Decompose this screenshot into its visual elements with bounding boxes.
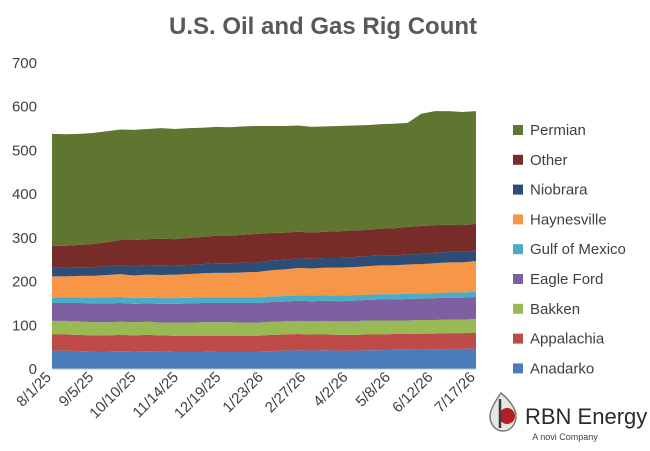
y-tick-label: 600 [12, 99, 37, 116]
legend-label-permian: Permian [530, 122, 586, 139]
legend-label-haynesville: Haynesville [530, 211, 607, 228]
legend-swatch-haynesville [513, 214, 523, 225]
area-gulf-of-mexico [52, 291, 476, 304]
chart-title: U.S. Oil and Gas Rig Count [169, 13, 477, 40]
area-haynesville [52, 261, 476, 299]
x-axis: 8/1/25 9/5/2510/10/2511/14/2512/19/251/23… [13, 369, 479, 422]
legend-swatch-eagle-ford [513, 274, 523, 284]
x-tick-label: 1/23/26 [219, 369, 266, 416]
legend-swatch-permian [513, 125, 523, 135]
x-tick-label: 12/19/25 [171, 369, 224, 422]
y-tick-label: 400 [12, 186, 37, 203]
legend-swatch-niobrara [513, 184, 523, 195]
logo-name: RBN Energy [525, 404, 647, 429]
legend-swatch-bakken [513, 303, 523, 314]
y-tick-label: 200 [12, 274, 37, 291]
legend-label-bakken: Bakken [530, 301, 580, 318]
plot-area [52, 111, 476, 369]
y-tick-label: 0 [29, 361, 37, 378]
legend-swatch-appalachia [513, 333, 523, 344]
y-tick-label: 100 [12, 317, 37, 334]
logo-tagline: A novi Company [532, 432, 598, 442]
area-appalachia [52, 332, 476, 352]
y-tick-label: 700 [12, 55, 37, 72]
area-niobrara [52, 250, 476, 277]
rbn-logo: RBN Energy A novi Company [489, 391, 647, 442]
legend-swatch-anadarko [513, 363, 523, 374]
legend-swatch-gulf-of-mexico [513, 244, 523, 255]
legend-label-gulf-of-mexico: Gulf of Mexico [530, 241, 626, 258]
x-tick-label: 7/17/26 [431, 369, 478, 416]
area-anadarko [52, 348, 476, 369]
y-tick-label: 500 [12, 142, 37, 159]
x-tick-label: 6/12/26 [389, 369, 436, 416]
x-tick-label: 2/27/26 [262, 369, 309, 416]
legend-label-appalachia: Appalachia [530, 331, 605, 348]
area-eagle-ford [52, 296, 476, 323]
x-tick-label: 4/2/26 [310, 369, 352, 411]
legend-label-anadarko: Anadarko [530, 360, 594, 377]
x-tick-label: 10/10/25 [86, 369, 139, 422]
y-axis: 0 100 200 300 400 500 600 700 [12, 55, 37, 378]
legend-swatch-other [513, 154, 523, 165]
legend-label-niobrara: Niobrara [530, 182, 588, 199]
rbn-drop-logo-icon [489, 391, 517, 432]
legend-label-other: Other [530, 152, 568, 169]
area-permian [52, 111, 476, 246]
legend: Permian Other Niobrara Haynesville Gulf of M… [513, 122, 626, 377]
area-bakken [52, 319, 476, 336]
area-other [52, 223, 476, 268]
legend-label-eagle-ford: Eagle Ford [530, 271, 603, 288]
y-tick-label: 300 [12, 230, 37, 247]
